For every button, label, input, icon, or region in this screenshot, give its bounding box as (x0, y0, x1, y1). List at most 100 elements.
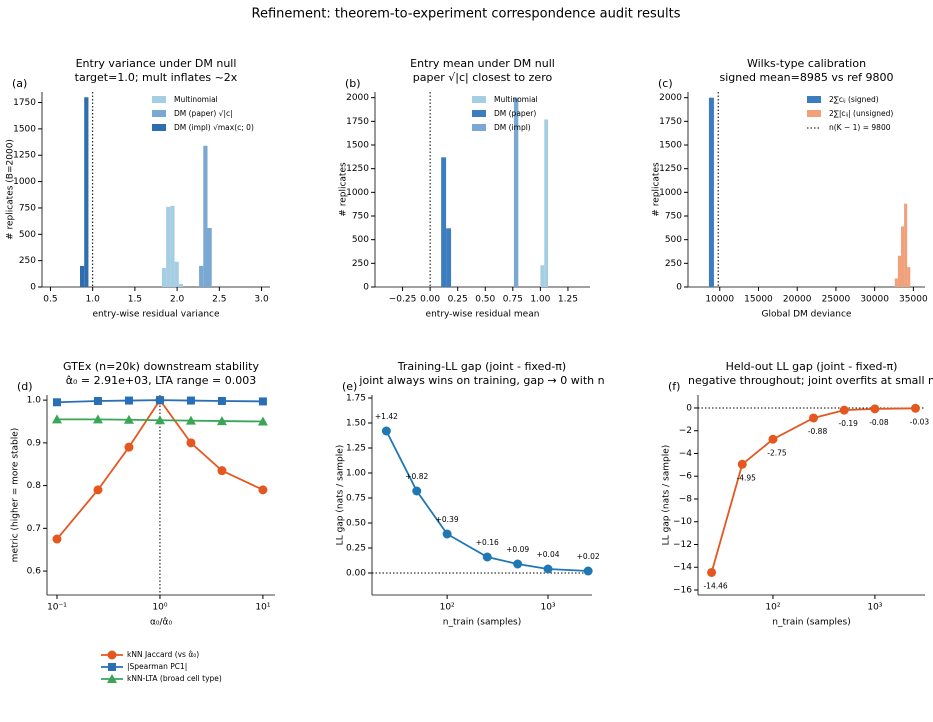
x-tick-label: −0.25 (389, 295, 417, 305)
x-tick-label: 1.25 (558, 295, 578, 305)
y-tick-label: 0.6 (27, 567, 42, 577)
y-tick-label: 0.75 (346, 494, 366, 504)
bar (166, 206, 171, 287)
marker (513, 559, 523, 569)
chart-title: GTEx (n=20k) downstream stability (63, 360, 259, 373)
value-label: +0.39 (436, 515, 459, 524)
x-axis-label: entry-wise residual variance (92, 310, 220, 320)
panel-label: (a) (12, 77, 27, 90)
marker (107, 674, 117, 683)
x-tick-label: 30000 (860, 295, 889, 305)
value-label: +0.09 (506, 545, 529, 554)
value-label: -0.88 (808, 427, 828, 436)
x-tick-label: 0.00 (420, 295, 440, 305)
marker (839, 405, 849, 415)
bar (441, 157, 447, 287)
x-tick-label: 1.00 (530, 295, 550, 305)
legend-swatch (472, 96, 486, 103)
y-tick-label: 0.7 (27, 524, 41, 534)
legend-swatch (472, 110, 486, 117)
marker (52, 398, 61, 407)
chart-title: Held-out LL gap (joint - fixed-π) (726, 360, 898, 373)
x-tick-label: 10000 (705, 295, 734, 305)
x-tick-label: 0.5 (43, 295, 57, 305)
value-label: -14.46 (703, 581, 727, 590)
y-tick-label: 750 (665, 212, 682, 222)
chart-title: signed mean=8985 vs ref 9800 (719, 71, 893, 84)
marker (737, 459, 747, 469)
bar (894, 278, 898, 287)
y-tick-label: 2000 (346, 93, 369, 103)
bar (170, 205, 175, 287)
x-tick-label: 10¹ (255, 603, 270, 613)
bar (84, 97, 89, 288)
y-tick-label: 1.75 (346, 394, 366, 404)
chart-title: paper √|c| closest to zero (413, 71, 553, 84)
x-tick-label: 20000 (783, 295, 812, 305)
legend-swatch (807, 96, 821, 103)
marker (92, 414, 103, 424)
legend-label: DM (impl) √max(c; 0) (174, 123, 254, 132)
y-tick-label: 1000 (659, 188, 682, 198)
marker (768, 434, 778, 444)
x-tick-label: 3.0 (254, 295, 269, 305)
x-tick-label: 1.0 (86, 295, 101, 305)
y-tick-label: 2000 (659, 93, 682, 103)
y-tick-label: 250 (665, 259, 682, 269)
marker (51, 414, 62, 424)
value-label: +0.82 (405, 472, 428, 481)
y-tick-label: 1500 (346, 141, 369, 151)
y-tick-label: −16 (673, 585, 692, 595)
legend-swatch (472, 124, 486, 131)
chart-title: α̂₀ = 2.91e+03, LTA range = 0.003 (66, 374, 257, 387)
x-tick-label: 1.5 (128, 295, 142, 305)
y-tick-label: 0.00 (346, 569, 366, 579)
x-tick-label: 0.25 (448, 295, 468, 305)
chart-title: negative throughout; joint overfits at s… (688, 374, 933, 387)
legend-label: n(K − 1) = 9800 (829, 123, 891, 132)
y-tick-label: 750 (19, 203, 36, 213)
y-tick-label: 1750 (659, 117, 682, 127)
x-axis-label: entry-wise residual mean (426, 310, 540, 320)
x-tick-label: 25000 (822, 295, 851, 305)
marker (124, 396, 133, 405)
bar (904, 203, 908, 287)
y-tick-label: 1750 (346, 117, 369, 127)
y-tick-label: 0 (30, 283, 36, 293)
marker (381, 426, 391, 436)
y-tick-label: 1.0 (27, 396, 42, 406)
y-tick-label: 1500 (659, 141, 682, 151)
x-axis-label: Global DM deviance (762, 310, 852, 320)
marker (217, 466, 227, 476)
y-tick-label: −2 (679, 426, 692, 436)
y-tick-label: 500 (19, 230, 36, 240)
value-label: -2.75 (767, 448, 787, 457)
marker (186, 396, 195, 405)
y-axis-label: # replicates (339, 162, 349, 217)
chart-title: Entry variance under DM null (76, 57, 237, 70)
x-tick-label: 35000 (899, 295, 928, 305)
bar (907, 267, 911, 287)
x-tick-label: 10⁰ (152, 603, 167, 613)
marker (154, 415, 165, 425)
marker (809, 413, 819, 423)
legend-label: 2∑cᵢⱼ (signed) (829, 95, 879, 104)
chart-title: target=1.0; mult inflates ~2x (75, 71, 238, 84)
marker (123, 414, 134, 424)
x-tick-label: 0.75 (503, 295, 523, 305)
legend-swatch (807, 110, 821, 117)
y-axis-label: LL gap (nats / sample) (662, 445, 672, 546)
y-tick-label: 0 (363, 283, 369, 293)
marker (108, 663, 116, 671)
x-axis-label: n_train (samples) (772, 618, 850, 628)
y-tick-label: −10 (673, 517, 692, 527)
value-label: +0.16 (476, 538, 499, 547)
y-tick-label: 1250 (13, 151, 36, 161)
bar (900, 226, 905, 287)
y-tick-label: 250 (19, 256, 36, 266)
y-tick-label: −8 (679, 494, 693, 504)
legend-label: DM (paper) (494, 109, 536, 118)
value-label: +0.04 (537, 550, 560, 559)
legend-label: kNN Jaccard (vs α̂₀) (127, 650, 199, 659)
